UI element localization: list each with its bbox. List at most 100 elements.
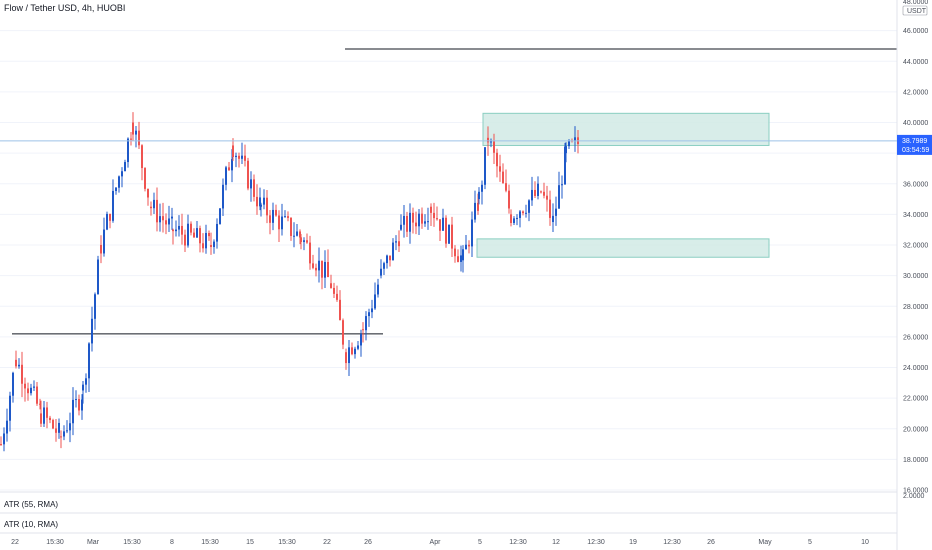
candle-body [235, 155, 237, 158]
price-tick-label: 40.0000 [903, 120, 928, 127]
time-tick-label: 15:30 [278, 539, 296, 546]
candle-body [424, 221, 426, 224]
candle-body [400, 224, 402, 230]
atr-10-label[interactable]: ATR (10, RMA) [4, 520, 59, 529]
candle-body [513, 218, 515, 223]
candle-body [72, 399, 74, 424]
candle-body [24, 383, 26, 389]
last-price-marker: 38.7989 03:54:59 [0, 134, 932, 155]
candle-body [260, 204, 262, 207]
candle-body [132, 122, 134, 135]
candle-body [60, 436, 62, 438]
candle-body [565, 146, 567, 154]
candle-body [454, 248, 456, 257]
candle-body [85, 378, 87, 385]
last-price-text: 38.7989 [902, 138, 927, 145]
candle-body [121, 171, 123, 177]
candle-body [241, 155, 243, 159]
candle-body [312, 263, 314, 268]
candle-body [81, 399, 83, 411]
candle-body [516, 217, 518, 219]
candle-body [278, 215, 280, 230]
price-tick-label: 28.0000 [903, 304, 928, 311]
candle-body [272, 209, 274, 223]
candle-body [362, 329, 364, 331]
time-tick-label: 8 [170, 539, 174, 546]
candle-body [412, 212, 414, 223]
candle-body [181, 225, 183, 235]
candle-body [528, 200, 530, 213]
time-tick-label: 12 [552, 539, 560, 546]
atr-55-label[interactable]: ATR (55, RMA) [4, 500, 59, 509]
candle-body [156, 199, 158, 223]
candle-body [342, 320, 344, 345]
candle-body [222, 184, 224, 209]
time-tick-label: 12:30 [587, 539, 605, 546]
candle-body [172, 229, 174, 232]
candle-body [330, 283, 332, 288]
candle-body [55, 428, 57, 433]
candle-body [568, 140, 570, 147]
price-tick-label: 32.0000 [903, 243, 928, 250]
candle-body [30, 387, 32, 394]
candle-body [39, 403, 41, 405]
candle-body [165, 220, 167, 225]
candle-body [94, 294, 96, 319]
candle-body [531, 189, 533, 201]
candle-body [287, 216, 289, 218]
price-tick-label: 34.0000 [903, 212, 928, 219]
last-price-badge [897, 134, 932, 155]
price-tick-label: 26.0000 [903, 334, 928, 341]
candle-body [442, 217, 444, 231]
candle-body [232, 145, 234, 158]
candle-body [78, 399, 80, 411]
candle-body [327, 261, 329, 277]
candle-body [88, 343, 90, 379]
candle-body [6, 420, 8, 434]
candle-body [124, 162, 126, 172]
candle-body [266, 197, 268, 216]
candle-body [383, 263, 385, 269]
candle-body [493, 141, 495, 153]
candle-body [293, 235, 295, 237]
candle-body [18, 364, 20, 367]
candle-body [3, 433, 5, 445]
candle-body [141, 145, 143, 169]
candle-body [144, 168, 146, 189]
horizontal-levels [12, 48, 898, 335]
candle-body [216, 223, 218, 242]
candle-body [69, 423, 71, 431]
candle-body [481, 184, 483, 192]
price-axis[interactable]: 46.0000 44.0000 42.0000 40.0000 36.0000 34.00… [896, 0, 932, 550]
candle-body [187, 223, 189, 246]
time-tick-label: Apr [430, 539, 442, 546]
candle-body [33, 386, 35, 388]
candle-body [502, 171, 504, 184]
candle-body [321, 260, 323, 278]
time-tick-label: 22 [11, 539, 19, 546]
candle-body [471, 219, 473, 247]
time-tick-label: 15:30 [201, 539, 219, 546]
zone-rect [476, 238, 770, 258]
candle-body [238, 155, 240, 159]
candle-body [171, 216, 173, 219]
chart-title: Flow / Tether USD, 4h, HUOBI [4, 3, 126, 13]
candle-body [430, 206, 432, 213]
candle-body [574, 137, 576, 141]
candle-body [421, 213, 423, 224]
candle-body [135, 130, 137, 135]
time-axis[interactable]: 22 15:30 Mar 15:30 8 15:30 15 15:30 22 26 Apr 5 12:3… [11, 539, 869, 546]
candle-body [269, 215, 271, 223]
candle-body [46, 407, 48, 418]
candle-body [484, 147, 486, 185]
candle-body [159, 216, 161, 223]
candle-body [168, 218, 170, 225]
price-tick-label: 42.0000 [903, 89, 928, 96]
candle-body [380, 268, 382, 276]
candle-body [487, 137, 489, 143]
candle-body [299, 231, 301, 238]
candle-body [345, 352, 347, 364]
candle-body [231, 159, 233, 171]
